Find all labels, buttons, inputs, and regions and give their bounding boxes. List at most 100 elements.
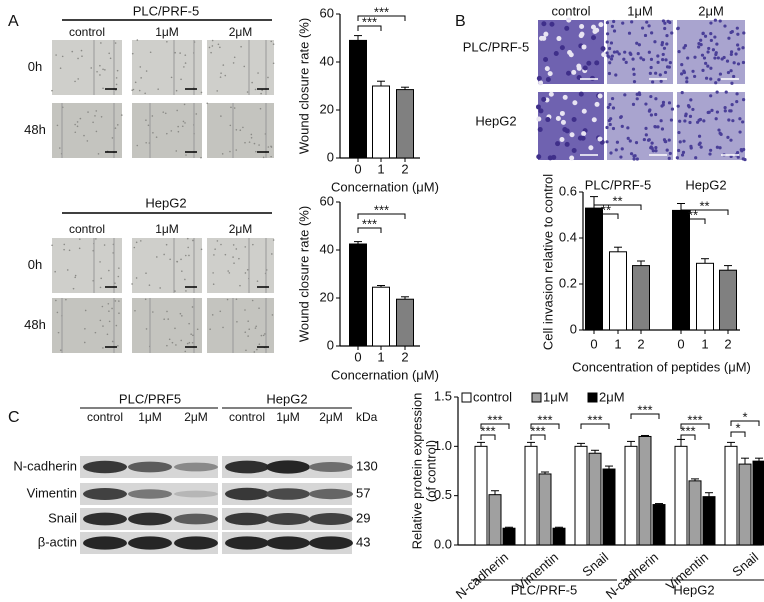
blot-band bbox=[309, 513, 353, 525]
cell bbox=[715, 90, 719, 94]
speck bbox=[272, 239, 275, 241]
speck bbox=[115, 324, 118, 327]
cell bbox=[543, 56, 549, 62]
x-tick-label: 2 bbox=[401, 349, 408, 364]
cell bbox=[635, 157, 639, 161]
group-label: PLC/PRF-5 bbox=[585, 177, 651, 192]
bar bbox=[632, 265, 650, 331]
cell bbox=[591, 117, 597, 123]
blot-band bbox=[174, 462, 218, 472]
speck bbox=[114, 300, 117, 302]
speck bbox=[270, 145, 272, 148]
cell bbox=[622, 57, 626, 61]
cell bbox=[577, 135, 583, 141]
legend-swatch bbox=[461, 392, 472, 403]
micrograph bbox=[52, 40, 122, 95]
speck bbox=[244, 309, 246, 311]
cell bbox=[703, 34, 708, 38]
cell bbox=[670, 31, 674, 35]
cell bbox=[536, 154, 542, 160]
speck bbox=[216, 90, 219, 92]
cell bbox=[562, 94, 568, 100]
micrograph bbox=[52, 298, 122, 353]
speck bbox=[131, 52, 134, 55]
speck bbox=[131, 89, 134, 92]
cell bbox=[615, 50, 619, 54]
cell bbox=[555, 141, 561, 147]
speck bbox=[74, 80, 76, 83]
speck bbox=[232, 256, 234, 258]
y-axis-label: (of control) bbox=[423, 440, 438, 502]
x-axis-label: Concentration of peptides (μM) bbox=[572, 359, 751, 374]
cell bbox=[683, 119, 687, 123]
significance-label: ** bbox=[688, 207, 698, 222]
speck bbox=[235, 128, 238, 131]
speck bbox=[191, 306, 194, 308]
significance-bracket bbox=[593, 213, 619, 219]
cell bbox=[617, 52, 621, 56]
significance-label: *** bbox=[362, 14, 377, 29]
speck bbox=[216, 240, 219, 242]
significance-label: ** bbox=[699, 198, 709, 213]
cell bbox=[715, 110, 720, 114]
panel-label: C bbox=[8, 409, 20, 426]
y-tick-label: 0 bbox=[570, 321, 577, 336]
cell bbox=[612, 19, 616, 24]
significance-bracket bbox=[480, 423, 510, 429]
cell bbox=[678, 140, 682, 144]
cell bbox=[548, 91, 554, 97]
cell bbox=[714, 81, 718, 85]
column-label: 1μM bbox=[627, 3, 653, 18]
speck bbox=[111, 307, 113, 310]
speck bbox=[220, 243, 222, 246]
speck bbox=[213, 254, 215, 256]
cell bbox=[736, 155, 740, 159]
cell bbox=[736, 43, 740, 47]
speck bbox=[233, 107, 236, 109]
speck bbox=[270, 40, 273, 43]
x-tick-label: 1 bbox=[377, 161, 384, 176]
speck bbox=[251, 299, 254, 302]
speck bbox=[94, 331, 97, 334]
speck bbox=[179, 312, 182, 315]
cell bbox=[653, 125, 658, 129]
speck bbox=[134, 309, 136, 312]
cell bbox=[665, 34, 669, 38]
lane-label: 2μM bbox=[319, 410, 343, 424]
bar bbox=[372, 286, 390, 347]
cell bbox=[654, 71, 658, 75]
micrograph bbox=[207, 40, 274, 95]
speck bbox=[107, 302, 110, 305]
speck bbox=[118, 300, 120, 302]
blot-band bbox=[266, 488, 310, 500]
cell bbox=[735, 92, 739, 96]
blot-band bbox=[225, 536, 269, 550]
speck bbox=[171, 341, 174, 344]
speck bbox=[186, 237, 189, 240]
cell bbox=[649, 65, 653, 70]
cell bbox=[682, 46, 686, 50]
speck bbox=[108, 269, 110, 272]
cell bbox=[689, 98, 693, 102]
speck bbox=[79, 117, 82, 120]
y-tick-label: 1.5 bbox=[434, 388, 452, 403]
cell bbox=[717, 128, 721, 132]
significance-bracket bbox=[357, 15, 406, 21]
blot-band bbox=[225, 487, 269, 501]
cell bbox=[626, 126, 630, 130]
speck bbox=[111, 137, 114, 139]
cell bbox=[566, 70, 572, 76]
y-tick-label: 40 bbox=[320, 241, 334, 256]
bar bbox=[538, 473, 552, 546]
speck bbox=[99, 64, 101, 67]
cell bbox=[597, 136, 603, 142]
cell bbox=[667, 156, 671, 160]
speck bbox=[175, 344, 177, 346]
speck bbox=[51, 244, 53, 247]
lane-label: 1μM bbox=[276, 410, 300, 424]
cell bbox=[630, 20, 634, 24]
cell bbox=[702, 56, 707, 60]
speck bbox=[212, 272, 214, 274]
speck bbox=[115, 77, 118, 79]
cell bbox=[541, 21, 547, 27]
